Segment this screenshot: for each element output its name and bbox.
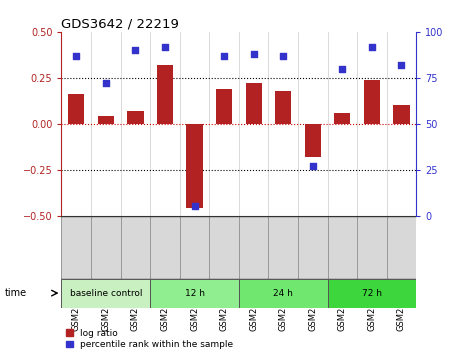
Bar	[327, 279, 416, 308]
Bar	[68, 95, 84, 124]
Point	[280, 53, 287, 58]
Point	[161, 44, 169, 50]
Point	[368, 44, 376, 50]
Bar	[394, 105, 410, 124]
Point	[131, 47, 139, 53]
Text: baseline control: baseline control	[70, 289, 142, 298]
Bar	[216, 89, 232, 124]
Bar	[275, 91, 291, 124]
Bar	[98, 116, 114, 124]
Point	[398, 62, 405, 68]
Text: GDS3642 / 22219: GDS3642 / 22219	[61, 18, 179, 31]
Bar	[186, 124, 202, 208]
Bar	[245, 83, 262, 124]
Bar	[334, 113, 350, 124]
Point	[72, 53, 80, 58]
Bar	[127, 111, 143, 124]
Point	[309, 163, 316, 169]
Bar	[364, 80, 380, 124]
Bar	[305, 124, 321, 157]
Bar	[150, 279, 239, 308]
Point	[220, 53, 228, 58]
Text: 72 h: 72 h	[362, 289, 382, 298]
Bar	[61, 279, 150, 308]
Bar	[239, 279, 327, 308]
Point	[102, 80, 110, 86]
Bar	[157, 65, 173, 124]
Text: 12 h: 12 h	[184, 289, 204, 298]
Legend: log ratio, percentile rank within the sample: log ratio, percentile rank within the sa…	[66, 329, 234, 349]
Point	[191, 204, 198, 209]
Point	[339, 66, 346, 72]
Point	[250, 51, 257, 57]
Text: time: time	[5, 288, 27, 298]
Text: 24 h: 24 h	[273, 289, 293, 298]
